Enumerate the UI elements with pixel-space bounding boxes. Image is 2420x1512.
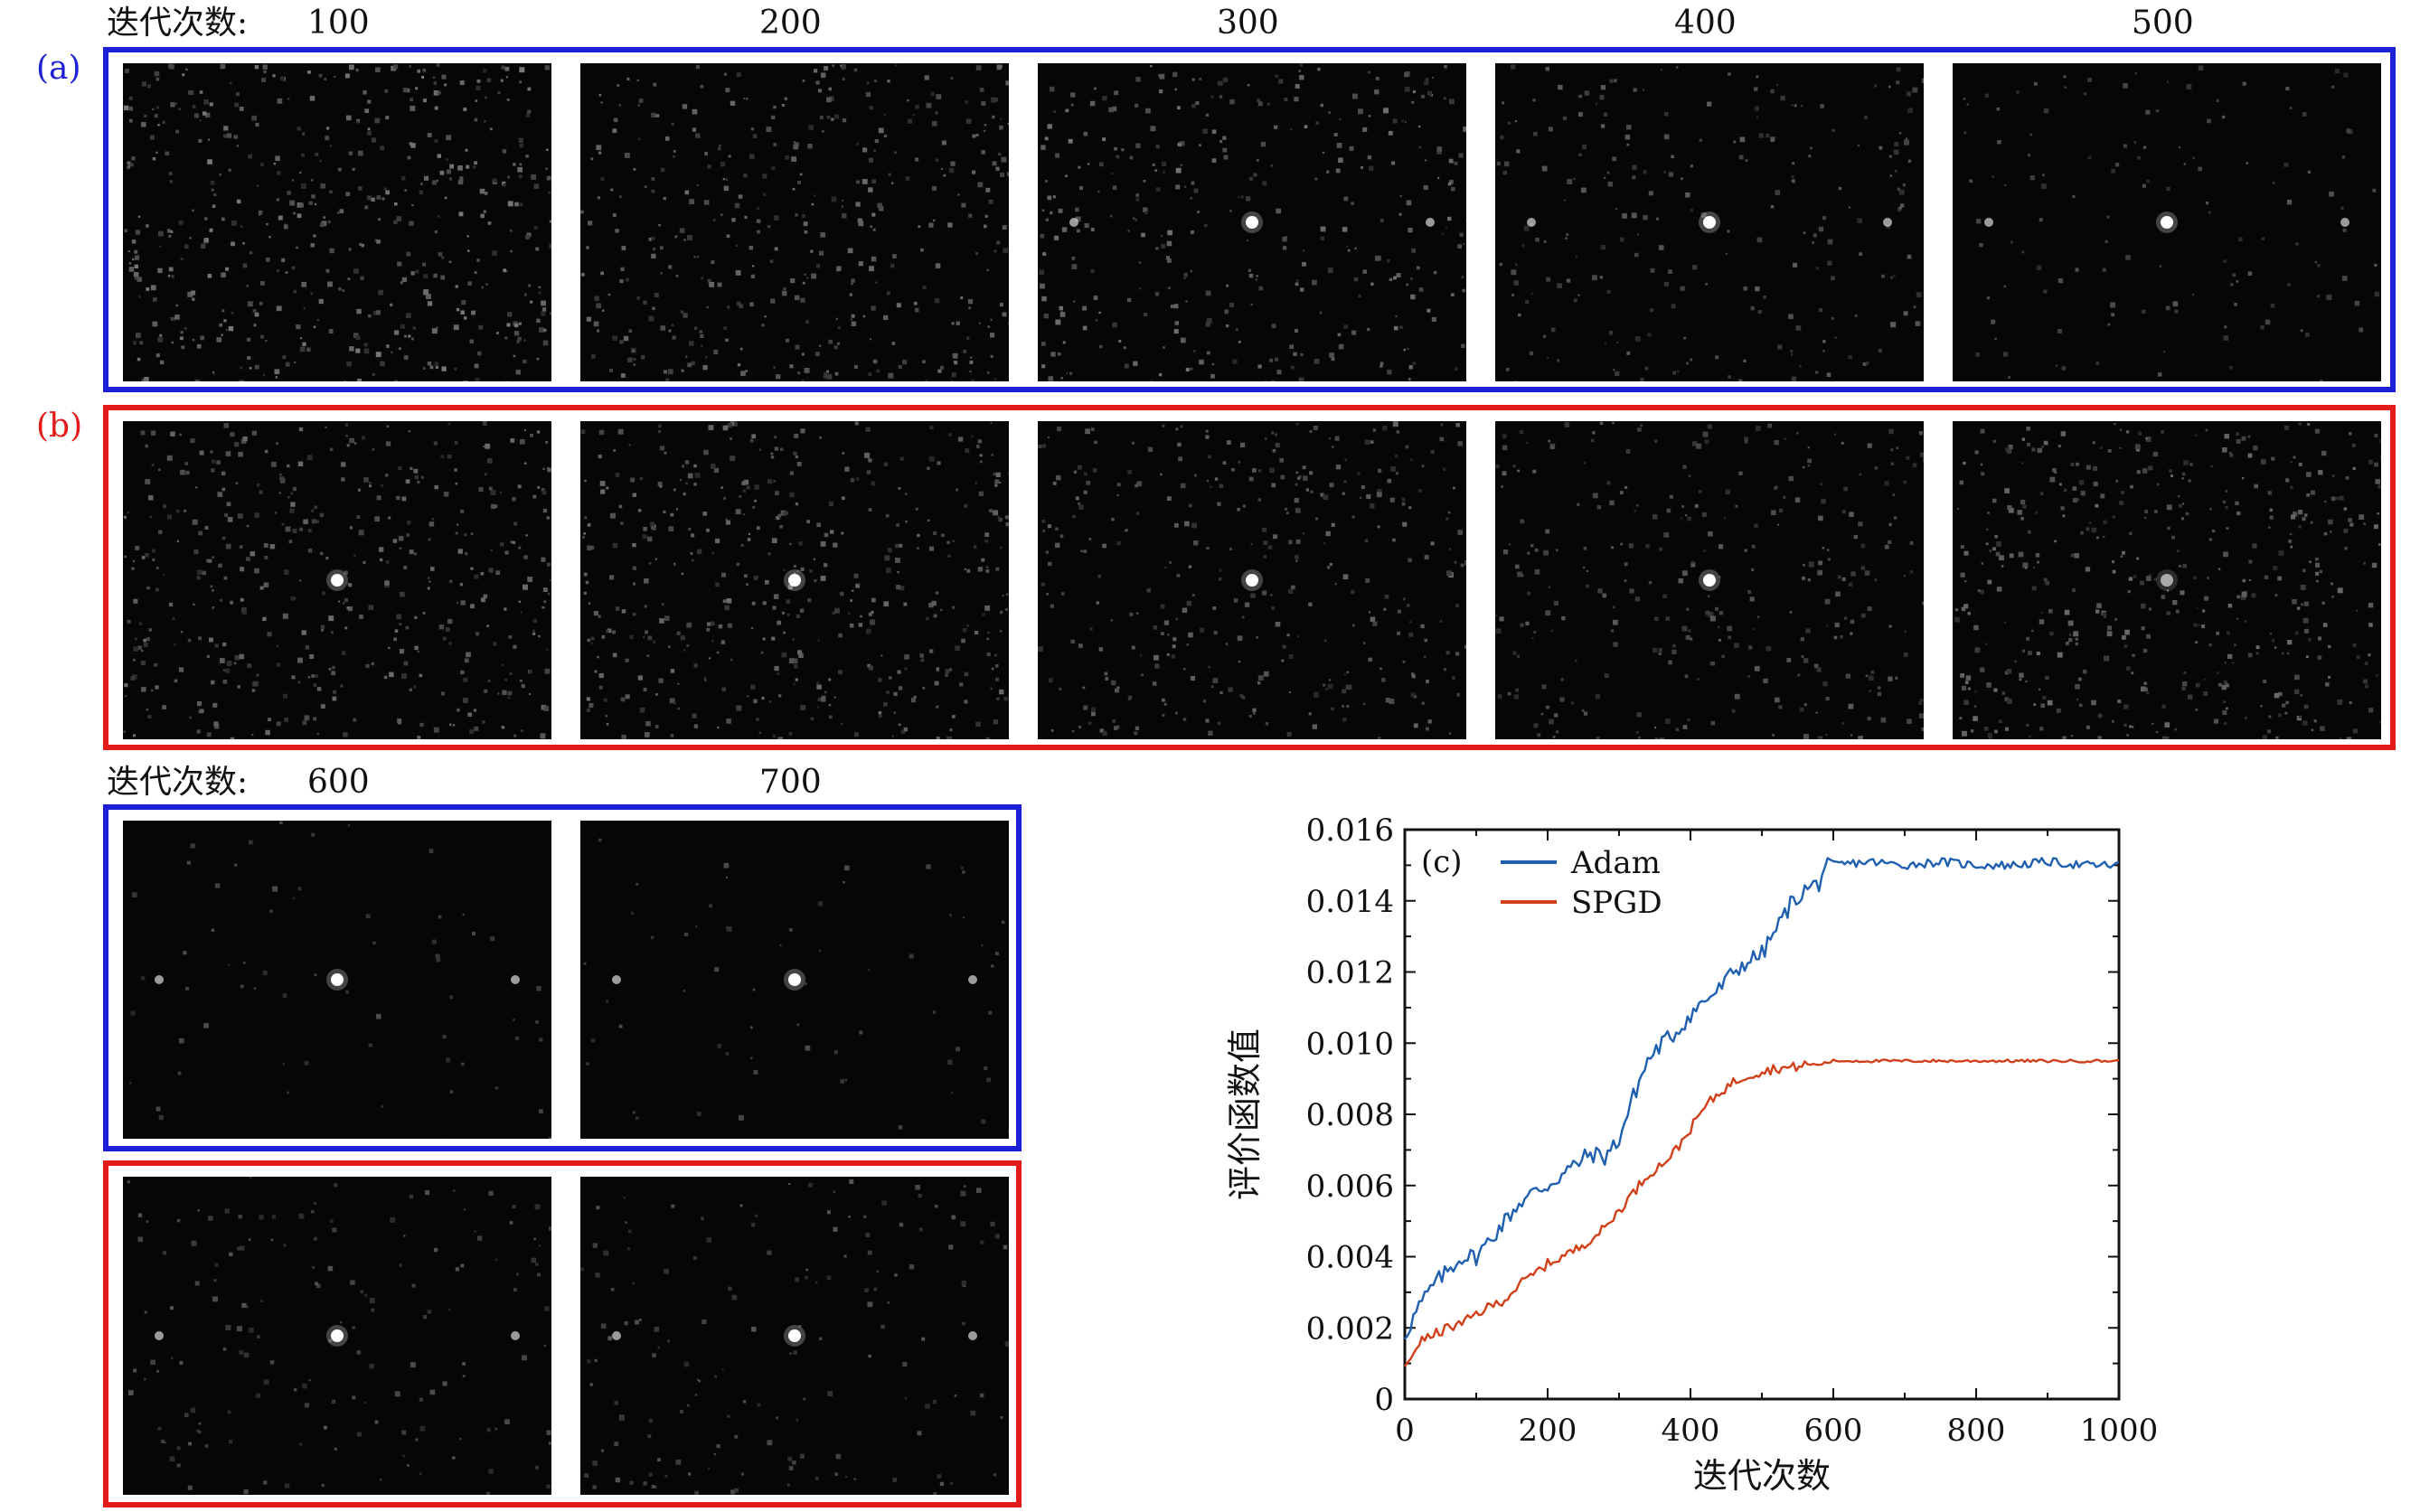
row-b-late-frame [103,1160,1022,1507]
speckle-image [1038,63,1466,381]
speckle-image [1953,421,2381,739]
adam-series-line [1405,858,2119,1338]
x-tick-label: 800 [1947,1413,2006,1449]
row-b-frame [103,405,2396,750]
y-tick-label: 0.016 [1306,812,1394,849]
iteration-label: 200 [759,7,822,40]
speckle-image [1953,63,2381,381]
speckle-image [123,421,551,739]
y-tick-label: 0 [1374,1382,1394,1418]
row-a-late-frame [103,804,1022,1151]
row-a-frame [103,47,2396,392]
speckle-image [580,1177,1009,1495]
iteration-label: 300 [1217,7,1279,40]
y-tick-label: 0.012 [1306,955,1394,991]
speckle-image [123,821,551,1139]
panel-label-a: (a) [36,52,81,85]
iteration-label: 700 [759,766,822,799]
iteration-header-label-top: 迭代次数: [107,7,248,40]
y-tick-label: 0.004 [1306,1240,1394,1276]
panel-label-b: (b) [36,410,82,443]
x-tick-label: 1000 [2080,1413,2159,1449]
y-tick-label: 0.010 [1306,1026,1394,1062]
iteration-label: 400 [1674,7,1737,40]
iteration-header-label-bottom: 迭代次数: [107,766,248,799]
y-tick-label: 0.014 [1306,884,1394,920]
y-axis-label: 评价函数值 [1225,1028,1265,1200]
speckle-image [1495,421,1924,739]
x-tick-label: 200 [1519,1413,1577,1449]
speckle-image [580,421,1009,739]
x-tick-label: 0 [1395,1413,1415,1449]
x-axis-label: 迭代次数 [1693,1456,1831,1496]
legend-spgd-label: SPGD [1571,885,1662,921]
speckle-image [1495,63,1924,381]
speckle-image [1038,421,1466,739]
x-tick-label: 600 [1804,1413,1863,1449]
x-tick-label: 400 [1662,1413,1720,1449]
plot-area [1405,830,2119,1399]
chart-panel-label: (c) [1421,844,1463,880]
iteration-label: 500 [2132,7,2194,40]
speckle-image [580,63,1009,381]
merit-function-chart: 0 200 400 600 800 1000 0 0.002 0.004 0.006 0.008 0.… [1202,795,2420,1508]
speckle-image [123,1177,551,1495]
y-tick-label: 0.002 [1306,1310,1394,1347]
speckle-image [580,821,1009,1139]
y-tick-label: 0.006 [1306,1169,1394,1205]
speckle-image [123,63,551,381]
legend-adam-label: Adam [1570,845,1661,881]
y-tick-label: 0.008 [1306,1097,1394,1133]
iteration-label: 100 [307,7,370,40]
iteration-label: 600 [307,766,370,799]
